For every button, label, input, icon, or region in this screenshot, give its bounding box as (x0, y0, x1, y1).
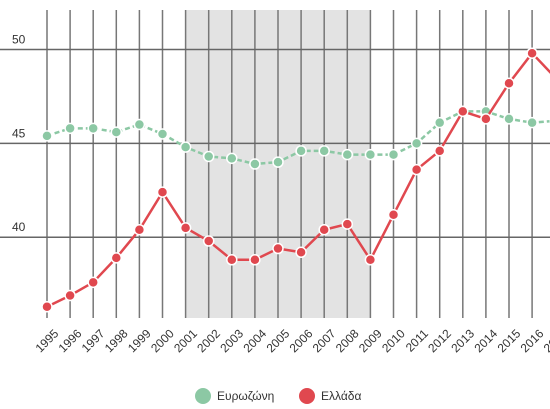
legend-swatch (195, 388, 211, 404)
point (526, 47, 538, 59)
point (41, 130, 53, 142)
point (410, 163, 423, 176)
x-tick-label: 2009 (356, 326, 385, 355)
x-tick-label: 2014 (471, 326, 500, 355)
x-tick-label: 2016 (518, 326, 547, 355)
point (295, 145, 307, 157)
x-tick-label: 2010 (379, 326, 408, 355)
point (226, 254, 238, 266)
x-tick-label: 2004 (240, 326, 269, 355)
y-tick-label: 50 (12, 32, 26, 46)
x-tick-label: 1996 (56, 326, 85, 355)
x-tick-label: 1999 (125, 326, 154, 355)
point (41, 300, 53, 313)
point (272, 156, 284, 168)
point (387, 148, 400, 161)
point (457, 105, 469, 118)
x-tick-label: 1997 (79, 326, 108, 355)
legend-label: Ευρωζώνη (217, 389, 274, 403)
x-tick-label: 2007 (310, 326, 339, 355)
x-tick-label: 2017 (541, 326, 550, 355)
x-tick-label: 2011 (403, 326, 431, 354)
x-tick-label: 2008 (333, 326, 362, 355)
point (202, 235, 215, 247)
point (526, 116, 538, 129)
x-tick-label: 1995 (33, 326, 62, 355)
point (110, 126, 123, 138)
point (410, 137, 423, 150)
x-tick-label: 2005 (264, 326, 293, 355)
point (433, 116, 446, 129)
point (179, 222, 192, 234)
point (503, 113, 515, 125)
x-tick-label: 2000 (148, 326, 177, 355)
point (295, 246, 307, 259)
point (433, 145, 446, 157)
point (364, 148, 377, 161)
point (110, 252, 123, 264)
point (64, 289, 76, 302)
legend-label: Ελλάδα (321, 389, 361, 403)
x-tick-label: 2001 (171, 326, 200, 355)
y-tick-label: 45 (12, 126, 26, 140)
x-tick-label: 2012 (425, 326, 454, 355)
point (156, 128, 169, 140)
y-tick-label: 40 (12, 220, 26, 234)
x-tick-label: 2003 (217, 326, 246, 355)
point (387, 208, 400, 221)
point (364, 254, 377, 266)
point (133, 118, 146, 131)
point (226, 152, 238, 165)
point (202, 150, 215, 163)
point (64, 122, 76, 135)
point (179, 141, 192, 153)
point (503, 77, 515, 89)
point (133, 223, 146, 236)
point (341, 218, 354, 230)
x-tick-label: 1998 (102, 326, 131, 355)
point (318, 223, 330, 236)
point (156, 186, 169, 198)
x-tick-label: 2015 (495, 326, 524, 355)
point (480, 113, 492, 125)
point (249, 158, 261, 170)
x-tick-label: 2002 (194, 326, 223, 355)
x-tick-label: 2006 (287, 326, 316, 355)
legend-swatch (299, 388, 315, 404)
x-tick-label: 2013 (448, 326, 477, 355)
point (87, 276, 99, 289)
point (87, 122, 99, 135)
point (318, 145, 330, 157)
point (272, 242, 284, 255)
point (249, 254, 261, 266)
point (341, 148, 354, 161)
